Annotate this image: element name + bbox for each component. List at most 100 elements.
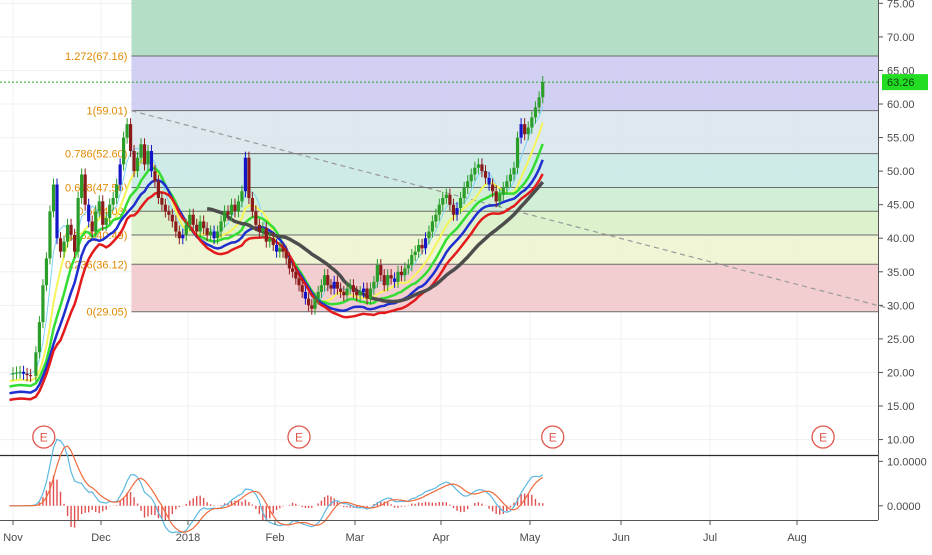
- candle[interactable]: [406, 265, 410, 269]
- candle[interactable]: [332, 281, 336, 289]
- candle[interactable]: [512, 167, 516, 175]
- candle[interactable]: [41, 285, 45, 323]
- earnings-marker[interactable]: [287, 425, 311, 449]
- candle[interactable]: [498, 194, 502, 202]
- candle[interactable]: [149, 150, 154, 172]
- candle[interactable]: [473, 167, 477, 175]
- candle[interactable]: [55, 184, 59, 239]
- candle[interactable]: [268, 238, 272, 242]
- candle[interactable]: [375, 265, 379, 282]
- candle[interactable]: [505, 181, 509, 188]
- candle[interactable]: [483, 171, 488, 178]
- candle[interactable]: [523, 124, 527, 135]
- candle[interactable]: [323, 275, 327, 286]
- candle[interactable]: [97, 201, 101, 212]
- candle[interactable]: [466, 181, 470, 188]
- candle[interactable]: [291, 268, 295, 272]
- candle[interactable]: [278, 248, 282, 252]
- candle[interactable]: [257, 224, 261, 232]
- candle[interactable]: [399, 271, 404, 276]
- candle[interactable]: [125, 124, 129, 138]
- candle[interactable]: [163, 204, 167, 212]
- candle[interactable]: [62, 241, 66, 252]
- candle[interactable]: [21, 371, 26, 374]
- candle[interactable]: [455, 208, 459, 215]
- candle[interactable]: [51, 184, 56, 212]
- candle[interactable]: [139, 144, 143, 158]
- candle[interactable]: [458, 197, 463, 209]
- candle[interactable]: [44, 258, 49, 286]
- candle[interactable]: [209, 231, 213, 235]
- candle[interactable]: [319, 285, 323, 292]
- candle[interactable]: [403, 268, 407, 276]
- candle[interactable]: [365, 288, 369, 299]
- candle[interactable]: [526, 127, 530, 135]
- earnings-marker[interactable]: [811, 425, 835, 449]
- candle[interactable]: [222, 211, 227, 222]
- candle[interactable]: [73, 234, 77, 252]
- candle[interactable]: [487, 177, 491, 185]
- candle[interactable]: [382, 275, 386, 286]
- candle[interactable]: [250, 197, 254, 212]
- candle[interactable]: [271, 238, 275, 245]
- candle[interactable]: [515, 137, 520, 168]
- candle[interactable]: [444, 194, 448, 198]
- candle[interactable]: [427, 231, 431, 239]
- candle[interactable]: [310, 305, 314, 309]
- candle[interactable]: [264, 228, 268, 242]
- candle[interactable]: [389, 275, 393, 279]
- candle[interactable]: [80, 174, 84, 198]
- candle[interactable]: [462, 187, 466, 198]
- candle[interactable]: [329, 285, 333, 289]
- candle[interactable]: [229, 204, 234, 215]
- candle[interactable]: [167, 211, 171, 215]
- candle[interactable]: [18, 371, 22, 373]
- candle[interactable]: [420, 244, 424, 249]
- candle[interactable]: [355, 291, 359, 296]
- candle[interactable]: [430, 221, 434, 232]
- candle[interactable]: [87, 204, 91, 222]
- candle[interactable]: [476, 164, 480, 168]
- candle[interactable]: [316, 291, 320, 299]
- earnings-marker[interactable]: [541, 425, 565, 449]
- candle[interactable]: [69, 224, 73, 235]
- candle[interactable]: [202, 221, 206, 229]
- candle[interactable]: [195, 224, 199, 232]
- candle[interactable]: [362, 288, 366, 292]
- candle[interactable]: [142, 144, 147, 165]
- candle[interactable]: [348, 285, 352, 289]
- candle[interactable]: [372, 281, 376, 289]
- candle[interactable]: [170, 214, 174, 222]
- candle[interactable]: [14, 372, 19, 374]
- candle[interactable]: [351, 285, 355, 292]
- candle[interactable]: [423, 238, 428, 249]
- candle[interactable]: [128, 124, 133, 151]
- candle[interactable]: [212, 231, 216, 239]
- candle[interactable]: [345, 288, 349, 296]
- candle[interactable]: [236, 201, 241, 212]
- candle[interactable]: [94, 211, 98, 232]
- candle[interactable]: [177, 231, 181, 239]
- candle[interactable]: [297, 278, 301, 286]
- candle[interactable]: [247, 157, 251, 198]
- candle[interactable]: [184, 224, 188, 235]
- candle[interactable]: [379, 265, 383, 276]
- candle[interactable]: [240, 191, 244, 202]
- candle[interactable]: [339, 288, 343, 292]
- candle[interactable]: [104, 218, 108, 225]
- candle[interactable]: [205, 228, 209, 235]
- candle[interactable]: [494, 191, 498, 202]
- candle[interactable]: [261, 228, 265, 232]
- candle[interactable]: [132, 150, 136, 172]
- candle[interactable]: [368, 288, 373, 299]
- candle[interactable]: [115, 184, 119, 198]
- candle[interactable]: [156, 181, 161, 198]
- candle[interactable]: [275, 244, 279, 252]
- candle[interactable]: [303, 291, 307, 299]
- candle[interactable]: [413, 251, 417, 256]
- candle[interactable]: [198, 221, 202, 232]
- candle[interactable]: [181, 234, 185, 239]
- candle[interactable]: [410, 255, 414, 266]
- candle[interactable]: [480, 164, 484, 172]
- candle[interactable]: [76, 197, 80, 252]
